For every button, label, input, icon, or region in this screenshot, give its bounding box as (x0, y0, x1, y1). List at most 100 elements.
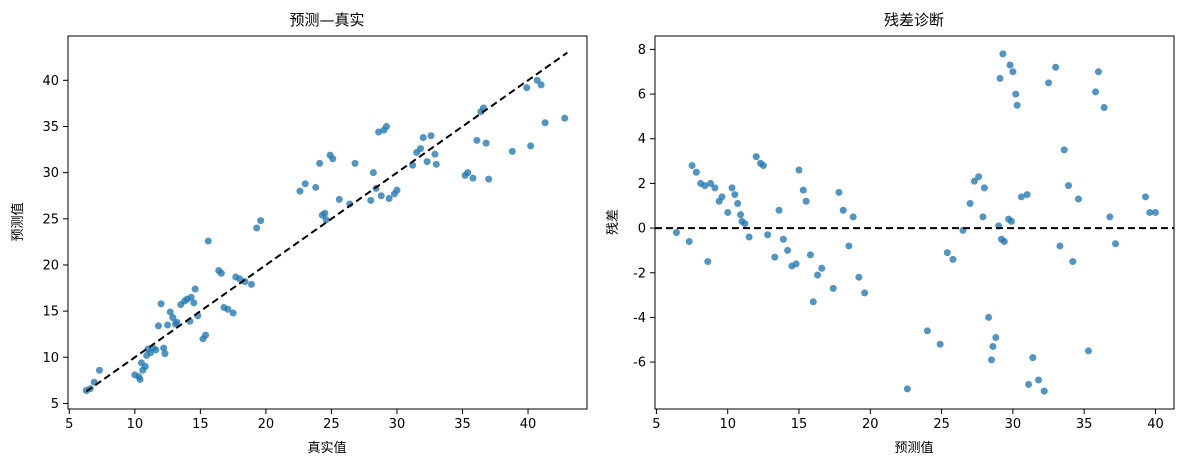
data-point (806, 251, 814, 259)
data-point (985, 313, 993, 321)
y-tick-label: 20 (42, 258, 59, 273)
identity-reference-line (85, 51, 568, 393)
data-point (1000, 237, 1008, 245)
data-point (992, 334, 1000, 342)
data-point (202, 331, 210, 339)
data-point (136, 375, 144, 383)
data-point (312, 183, 320, 191)
data-point (257, 217, 265, 225)
data-point (989, 342, 997, 350)
plot-frame (654, 35, 1175, 410)
x-tick-label: 15 (791, 417, 808, 432)
scatter-points (672, 50, 1159, 395)
data-point (173, 318, 181, 326)
data-point (829, 284, 837, 292)
y-tick-label: -2 (633, 266, 646, 281)
data-point (809, 298, 817, 306)
data-point (849, 213, 857, 221)
data-point (980, 184, 988, 192)
x-tick-label: 5 (65, 417, 73, 432)
data-point (423, 158, 431, 166)
data-point (999, 50, 1007, 58)
data-point (839, 206, 847, 214)
data-point (704, 258, 712, 266)
data-point (417, 145, 425, 153)
data-point (385, 194, 393, 202)
data-point (419, 134, 427, 142)
data-point (903, 385, 911, 393)
data-point (1009, 68, 1017, 76)
data-point (737, 211, 745, 219)
data-point (1029, 354, 1037, 362)
panel-title: 预测—真实 (289, 11, 364, 29)
data-point (482, 139, 490, 147)
data-point (795, 166, 803, 174)
y-tick-label: 15 (42, 305, 59, 320)
panel-title: 残差诊断 (884, 11, 944, 29)
y-tick-label: 10 (42, 351, 59, 366)
data-point (741, 220, 749, 228)
scatter-points (82, 76, 569, 395)
data-point (190, 299, 198, 307)
y-tick-label: 30 (42, 166, 59, 181)
data-point (224, 305, 232, 313)
data-point (1045, 79, 1053, 87)
x-tick-label: 30 (389, 417, 406, 432)
data-point (949, 255, 957, 263)
data-point (734, 200, 742, 208)
data-point (987, 356, 995, 364)
data-point (377, 192, 385, 200)
data-point (775, 206, 783, 214)
data-point (561, 114, 569, 122)
data-point (335, 195, 343, 203)
data-point (688, 162, 696, 170)
data-point (818, 264, 826, 272)
data-point (537, 81, 545, 89)
plot-frame (67, 35, 588, 410)
data-point (802, 197, 810, 205)
data-point (1094, 68, 1102, 76)
y-tick-label: 35 (42, 120, 59, 135)
data-point (187, 293, 195, 301)
y-tick-label: -4 (633, 311, 646, 326)
data-point (1052, 63, 1060, 71)
data-point (1074, 195, 1082, 203)
data-point (322, 216, 330, 224)
x-tick-label: 10 (719, 417, 736, 432)
data-point (845, 242, 853, 250)
data-point (1069, 258, 1077, 266)
data-point (792, 260, 800, 268)
data-point (771, 253, 779, 261)
y-tick-label: 0 (638, 222, 646, 237)
data-point (711, 184, 719, 192)
data-point (508, 147, 516, 155)
x-axis-label: 真实值 (307, 440, 346, 456)
x-tick-label: 30 (1005, 417, 1022, 432)
data-point (861, 289, 869, 297)
data-point (204, 237, 212, 245)
data-point (1151, 208, 1159, 216)
panel-residual-diagnostics: 残差诊断 预测值 残差 5 10 15 20 25 30 35 40 -6 -4 -2 0 2 4 6 8 (606, 11, 1175, 456)
data-point (1100, 103, 1108, 111)
data-point (1025, 380, 1033, 388)
data-point (1060, 146, 1068, 154)
data-point (236, 275, 244, 283)
data-point (247, 280, 255, 288)
data-point (1035, 376, 1043, 384)
data-point (975, 173, 983, 181)
data-point (464, 169, 472, 177)
data-point (1007, 217, 1015, 225)
data-point (855, 273, 863, 281)
data-point (943, 249, 951, 257)
data-point (329, 155, 337, 163)
data-point (672, 229, 680, 237)
y-tick-label: 2 (638, 177, 646, 192)
data-point (152, 346, 160, 354)
data-point (1006, 61, 1014, 69)
data-point (382, 122, 390, 130)
y-tick-label: 4 (638, 132, 646, 147)
y-tick-label: 5 (51, 397, 59, 412)
data-point (469, 174, 477, 182)
y-tick-label: 8 (638, 43, 646, 58)
